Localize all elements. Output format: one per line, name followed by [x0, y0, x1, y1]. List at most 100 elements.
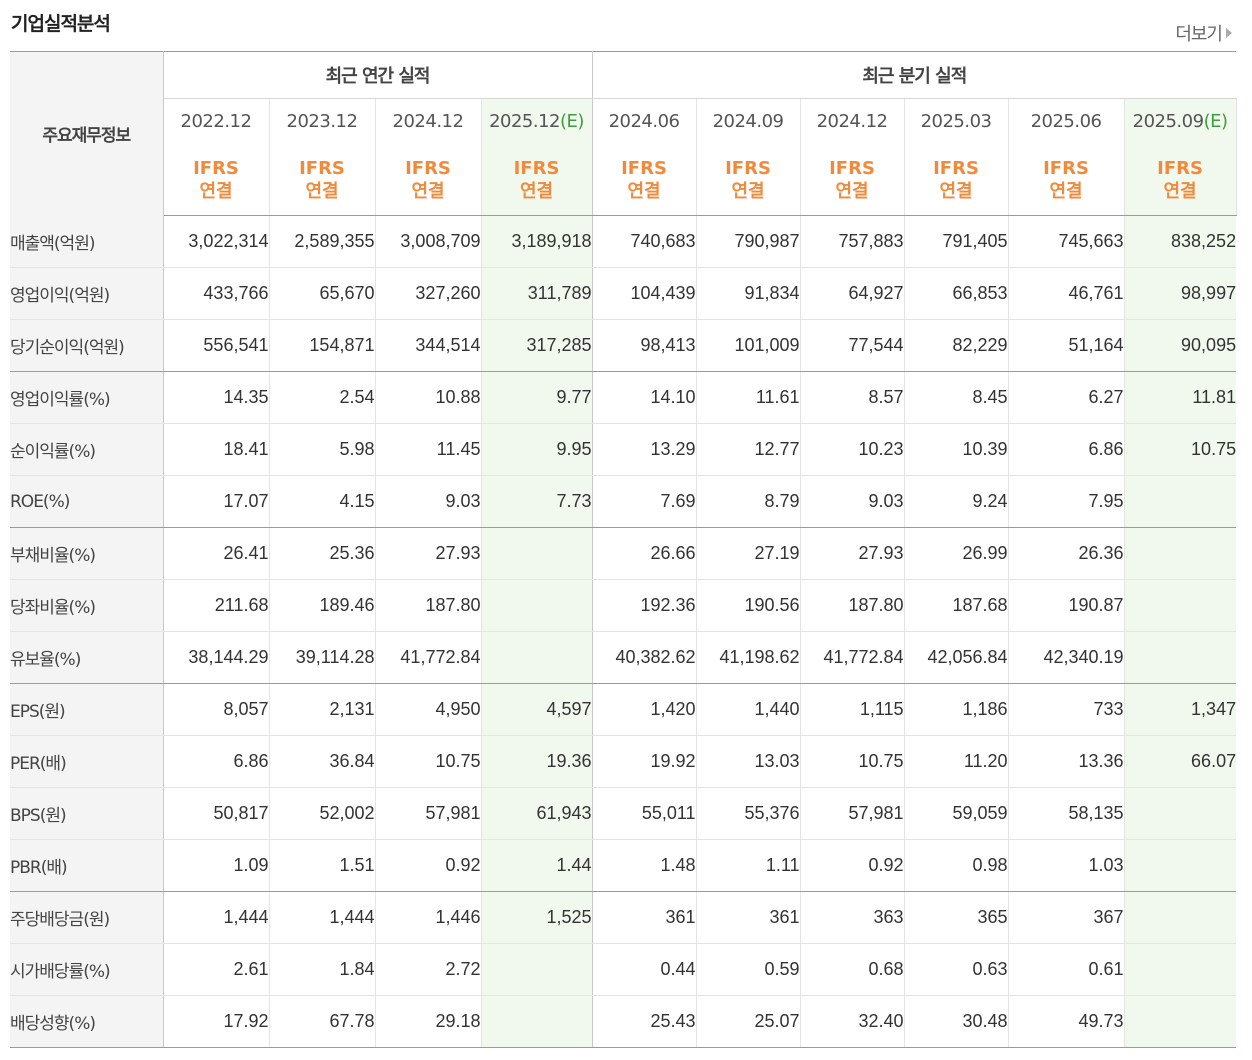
row-label: 부채비율(%) — [10, 527, 164, 580]
value-cell: 192.36 — [592, 579, 697, 632]
value-cell: 1,115 — [800, 683, 905, 736]
value-cell: 13.36 — [1008, 735, 1125, 788]
consolidated-label: 연결 — [1163, 180, 1197, 202]
value-cell: 433,766 — [163, 267, 270, 320]
row-label: 영업이익률(%) — [10, 371, 164, 424]
value-cell: 9.95 — [481, 423, 593, 476]
value-cell: 25.07 — [696, 995, 801, 1048]
value-cell: 7.69 — [592, 475, 697, 528]
ifrs-label: IFRS — [299, 157, 345, 179]
value-cell: 58,135 — [1008, 787, 1125, 840]
more-link[interactable]: 더보기 — [1175, 20, 1232, 46]
value-cell: 10.75 — [1124, 423, 1237, 476]
row-label: 주당배당금(원) — [10, 891, 164, 944]
value-cell: 29.18 — [375, 995, 482, 1048]
value-cell: 0.92 — [800, 839, 905, 892]
accounting-standard-header: IFRS 연결 — [163, 144, 270, 216]
value-cell: 64,927 — [800, 267, 905, 320]
value-cell: 13.03 — [696, 735, 801, 788]
value-cell: 8,057 — [163, 683, 270, 736]
value-cell: 11.81 — [1124, 371, 1237, 424]
value-cell: 365 — [904, 891, 1009, 944]
accounting-standard-header: IFRS 연결 — [269, 144, 376, 216]
value-cell: 11.20 — [904, 735, 1009, 788]
table-row: BPS(원) 50,817 52,002 57,981 61,943 55,011 55,3… — [10, 787, 1237, 840]
table-row: 배당성향(%) 17.92 67.78 29.18 25.43 25.07 32.40 30.… — [10, 995, 1237, 1048]
value-cell: 2.72 — [375, 943, 482, 996]
value-cell: 4,950 — [375, 683, 482, 736]
estimate-mark: (E) — [560, 111, 584, 132]
value-cell: 790,987 — [696, 215, 801, 268]
consolidated-label: 연결 — [835, 180, 869, 202]
value-cell: 27.93 — [375, 527, 482, 580]
value-cell: 6.86 — [163, 735, 270, 788]
value-cell: 91,834 — [696, 267, 801, 320]
more-link-label: 더보기 — [1175, 24, 1223, 45]
value-cell — [1124, 891, 1237, 944]
value-cell: 1,186 — [904, 683, 1009, 736]
value-cell: 19.36 — [481, 735, 593, 788]
value-cell: 10.88 — [375, 371, 482, 424]
value-cell: 190.87 — [1008, 579, 1125, 632]
value-cell: 2.61 — [163, 943, 270, 996]
financial-table: 주요재무정보 최근 연간 실적 최근 분기 실적 2022.12 2023.12 2024… — [10, 51, 1237, 1048]
value-cell: 51,164 — [1008, 319, 1125, 372]
value-cell: 1,347 — [1124, 683, 1237, 736]
period-header: 2024.12 — [375, 98, 482, 144]
period-header: 2025.12(E) — [481, 98, 593, 144]
value-cell: 32.40 — [800, 995, 905, 1048]
period-header: 2025.03 — [904, 98, 1009, 144]
value-cell: 7.73 — [481, 475, 593, 528]
accounting-standard-header: IFRS 연결 — [1124, 144, 1237, 216]
consolidated-label: 연결 — [519, 180, 554, 202]
table-row: 당좌비율(%) 211.68 189.46 187.80 192.36 190.56 187… — [10, 579, 1237, 632]
value-cell: 41,772.84 — [800, 631, 905, 684]
value-cell: 11.61 — [696, 371, 801, 424]
value-cell — [1124, 943, 1237, 996]
value-cell: 104,439 — [592, 267, 697, 320]
value-cell: 1.48 — [592, 839, 697, 892]
estimate-mark: (E) — [1203, 111, 1228, 132]
value-cell — [481, 943, 593, 996]
ifrs-label: IFRS — [193, 157, 239, 179]
row-label: BPS(원) — [10, 787, 164, 840]
value-cell: 90,095 — [1124, 319, 1237, 372]
row-label: 영업이익(억원) — [10, 267, 164, 320]
value-cell: 11.45 — [375, 423, 482, 476]
accounting-standard-header: IFRS 연결 — [696, 144, 801, 216]
accounting-standard-header: IFRS 연결 — [904, 144, 1009, 216]
value-cell — [1124, 839, 1237, 892]
value-cell: 10.23 — [800, 423, 905, 476]
period-label: 2024.12 — [392, 111, 464, 132]
ifrs-label: IFRS — [405, 157, 451, 179]
value-cell: 0.92 — [375, 839, 482, 892]
value-cell: 1.03 — [1008, 839, 1125, 892]
value-cell: 3,008,709 — [375, 215, 482, 268]
value-cell: 733 — [1008, 683, 1125, 736]
value-cell — [1124, 579, 1237, 632]
value-cell — [1124, 787, 1237, 840]
header-period-row: 2022.12 2023.12 2024.12 2025.12(E) 2024.06 20… — [10, 98, 1237, 144]
value-cell: 12.77 — [696, 423, 801, 476]
value-cell: 98,413 — [592, 319, 697, 372]
period-header: 2022.12 — [163, 98, 270, 144]
value-cell: 1.11 — [696, 839, 801, 892]
value-cell: 190.56 — [696, 579, 801, 632]
value-cell: 67.78 — [269, 995, 376, 1048]
accounting-standard-header: IFRS 연결 — [375, 144, 482, 216]
value-cell: 2,131 — [269, 683, 376, 736]
value-cell: 38,144.29 — [163, 631, 270, 684]
value-cell — [1124, 631, 1237, 684]
period-label: 2025.12 — [489, 111, 561, 132]
value-cell: 0.98 — [904, 839, 1009, 892]
value-cell: 26.99 — [904, 527, 1009, 580]
arrow-right-icon — [1226, 28, 1232, 38]
value-cell: 46,761 — [1008, 267, 1125, 320]
period-header: 2023.12 — [269, 98, 376, 144]
value-cell: 838,252 — [1124, 215, 1237, 268]
period-header: 2024.09 — [696, 98, 801, 144]
consolidated-label: 연결 — [411, 180, 445, 202]
value-cell: 757,883 — [800, 215, 905, 268]
table-row: PER(배) 6.86 36.84 10.75 19.36 19.92 13.03 10.75… — [10, 735, 1237, 788]
section-title: 기업실적분석 — [11, 13, 111, 35]
